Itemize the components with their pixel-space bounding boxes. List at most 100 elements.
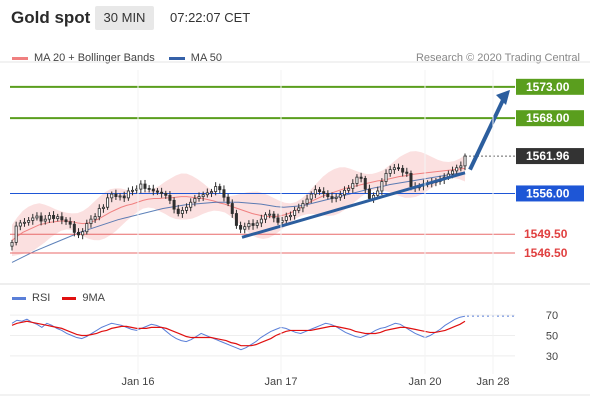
- candle-body: [326, 193, 330, 197]
- rsi-swatch: [12, 296, 26, 300]
- rsi-tick-70: 70: [546, 310, 558, 322]
- candle-body: [243, 226, 247, 230]
- candle-body: [147, 188, 151, 190]
- header: Gold spot 30 MIN 07:22:07 CET: [0, 0, 590, 36]
- candle-body: [463, 155, 467, 167]
- clock: 07:22:07 CET: [170, 10, 251, 25]
- candle-body: [143, 183, 147, 189]
- candle-body: [172, 199, 176, 210]
- candle-body: [43, 218, 47, 222]
- candle-body: [93, 216, 97, 220]
- legend-item-rsi-ma: 9MA: [62, 292, 105, 304]
- legend-item-rsi: RSI: [12, 292, 50, 304]
- candle-body: [313, 189, 317, 195]
- candle-body: [47, 215, 51, 220]
- candle-body: [114, 193, 118, 197]
- candle-body: [259, 218, 263, 224]
- candle-body: [118, 195, 122, 198]
- candle-body: [85, 223, 89, 233]
- level-label-1573.00: 1573.00: [526, 80, 570, 94]
- rsi-legend: RSI 9MA: [12, 292, 117, 304]
- candle-body: [201, 194, 205, 197]
- candle-body: [126, 190, 130, 199]
- candle-body: [155, 190, 159, 193]
- candle-body: [309, 193, 313, 200]
- candle-body: [122, 195, 126, 199]
- candle-body: [405, 171, 409, 174]
- candle-body: [101, 206, 105, 209]
- candle-body: [363, 177, 367, 190]
- candle-body: [209, 191, 213, 194]
- candle-body: [76, 231, 80, 236]
- candle-body: [409, 172, 413, 187]
- candle-body: [97, 208, 101, 218]
- candle-body: [139, 183, 143, 190]
- candle-body: [164, 193, 168, 196]
- trendline: [241, 171, 466, 239]
- candle-body: [367, 188, 371, 199]
- level-box-1573.00: [516, 78, 584, 95]
- level-box-1561.96: [516, 148, 584, 165]
- ma20-line: [11, 167, 466, 241]
- level-box-1556.00: [516, 185, 584, 202]
- candle-body: [318, 189, 322, 192]
- level-label-1549.50: 1549.50: [524, 227, 568, 241]
- projection-arrow-shaft: [468, 97, 506, 171]
- candle-body: [160, 191, 164, 194]
- candle-body: [151, 188, 155, 192]
- candle-body: [251, 223, 255, 226]
- candle-body: [27, 220, 31, 223]
- candle-body: [288, 215, 292, 218]
- candle-body: [264, 214, 268, 220]
- candle-body: [272, 213, 276, 219]
- candle-body: [22, 221, 26, 224]
- legend-label-rsi-ma: 9MA: [82, 292, 105, 304]
- timeframe-button[interactable]: 30 MIN: [95, 6, 154, 30]
- candle-body: [81, 231, 85, 236]
- candle-body: [276, 217, 280, 223]
- candle-body: [68, 221, 72, 225]
- candle-body: [214, 186, 218, 192]
- candle-body: [56, 216, 60, 219]
- candle-body: [388, 169, 392, 174]
- candle-body: [401, 167, 405, 173]
- candle-body: [135, 188, 139, 191]
- candle-body: [255, 222, 259, 226]
- candle-body: [218, 186, 222, 191]
- bollinger-band: [12, 151, 465, 257]
- candle-body: [52, 215, 56, 219]
- candle-body: [226, 196, 230, 204]
- legend-label-ma50: MA 50: [190, 52, 222, 64]
- candle-body: [230, 203, 234, 214]
- candle-body: [18, 222, 22, 227]
- candle-body: [347, 188, 351, 191]
- x-tick-label: Jan 17: [264, 376, 297, 388]
- candle-body: [180, 209, 184, 214]
- candle-body: [459, 165, 463, 169]
- candle-body: [301, 203, 305, 209]
- legend-item-ma50: MA 50: [168, 52, 222, 64]
- candle-body: [397, 167, 401, 170]
- candle-body: [176, 208, 180, 214]
- candle-body: [330, 196, 334, 199]
- level-label-1556.00: 1556.00: [526, 186, 570, 200]
- candle-body: [39, 215, 43, 222]
- candle-body: [355, 176, 359, 184]
- candle-body: [110, 193, 114, 199]
- candle-body: [197, 196, 201, 199]
- rsi-series-RSI: [11, 315, 466, 351]
- copyright: Research © 2020 Trading Central: [415, 52, 580, 64]
- candle-body: [351, 183, 355, 189]
- candle-body: [106, 197, 110, 208]
- candle-body: [322, 191, 326, 194]
- candle-body: [14, 225, 18, 243]
- ma50-swatch: [168, 56, 185, 60]
- candle-body: [284, 216, 288, 221]
- candle-body: [168, 194, 172, 201]
- candle-body: [342, 189, 346, 196]
- candle-body: [451, 170, 455, 175]
- candle-body: [359, 176, 363, 179]
- candle-body: [10, 241, 14, 247]
- rsi-series-9MA: [11, 320, 466, 347]
